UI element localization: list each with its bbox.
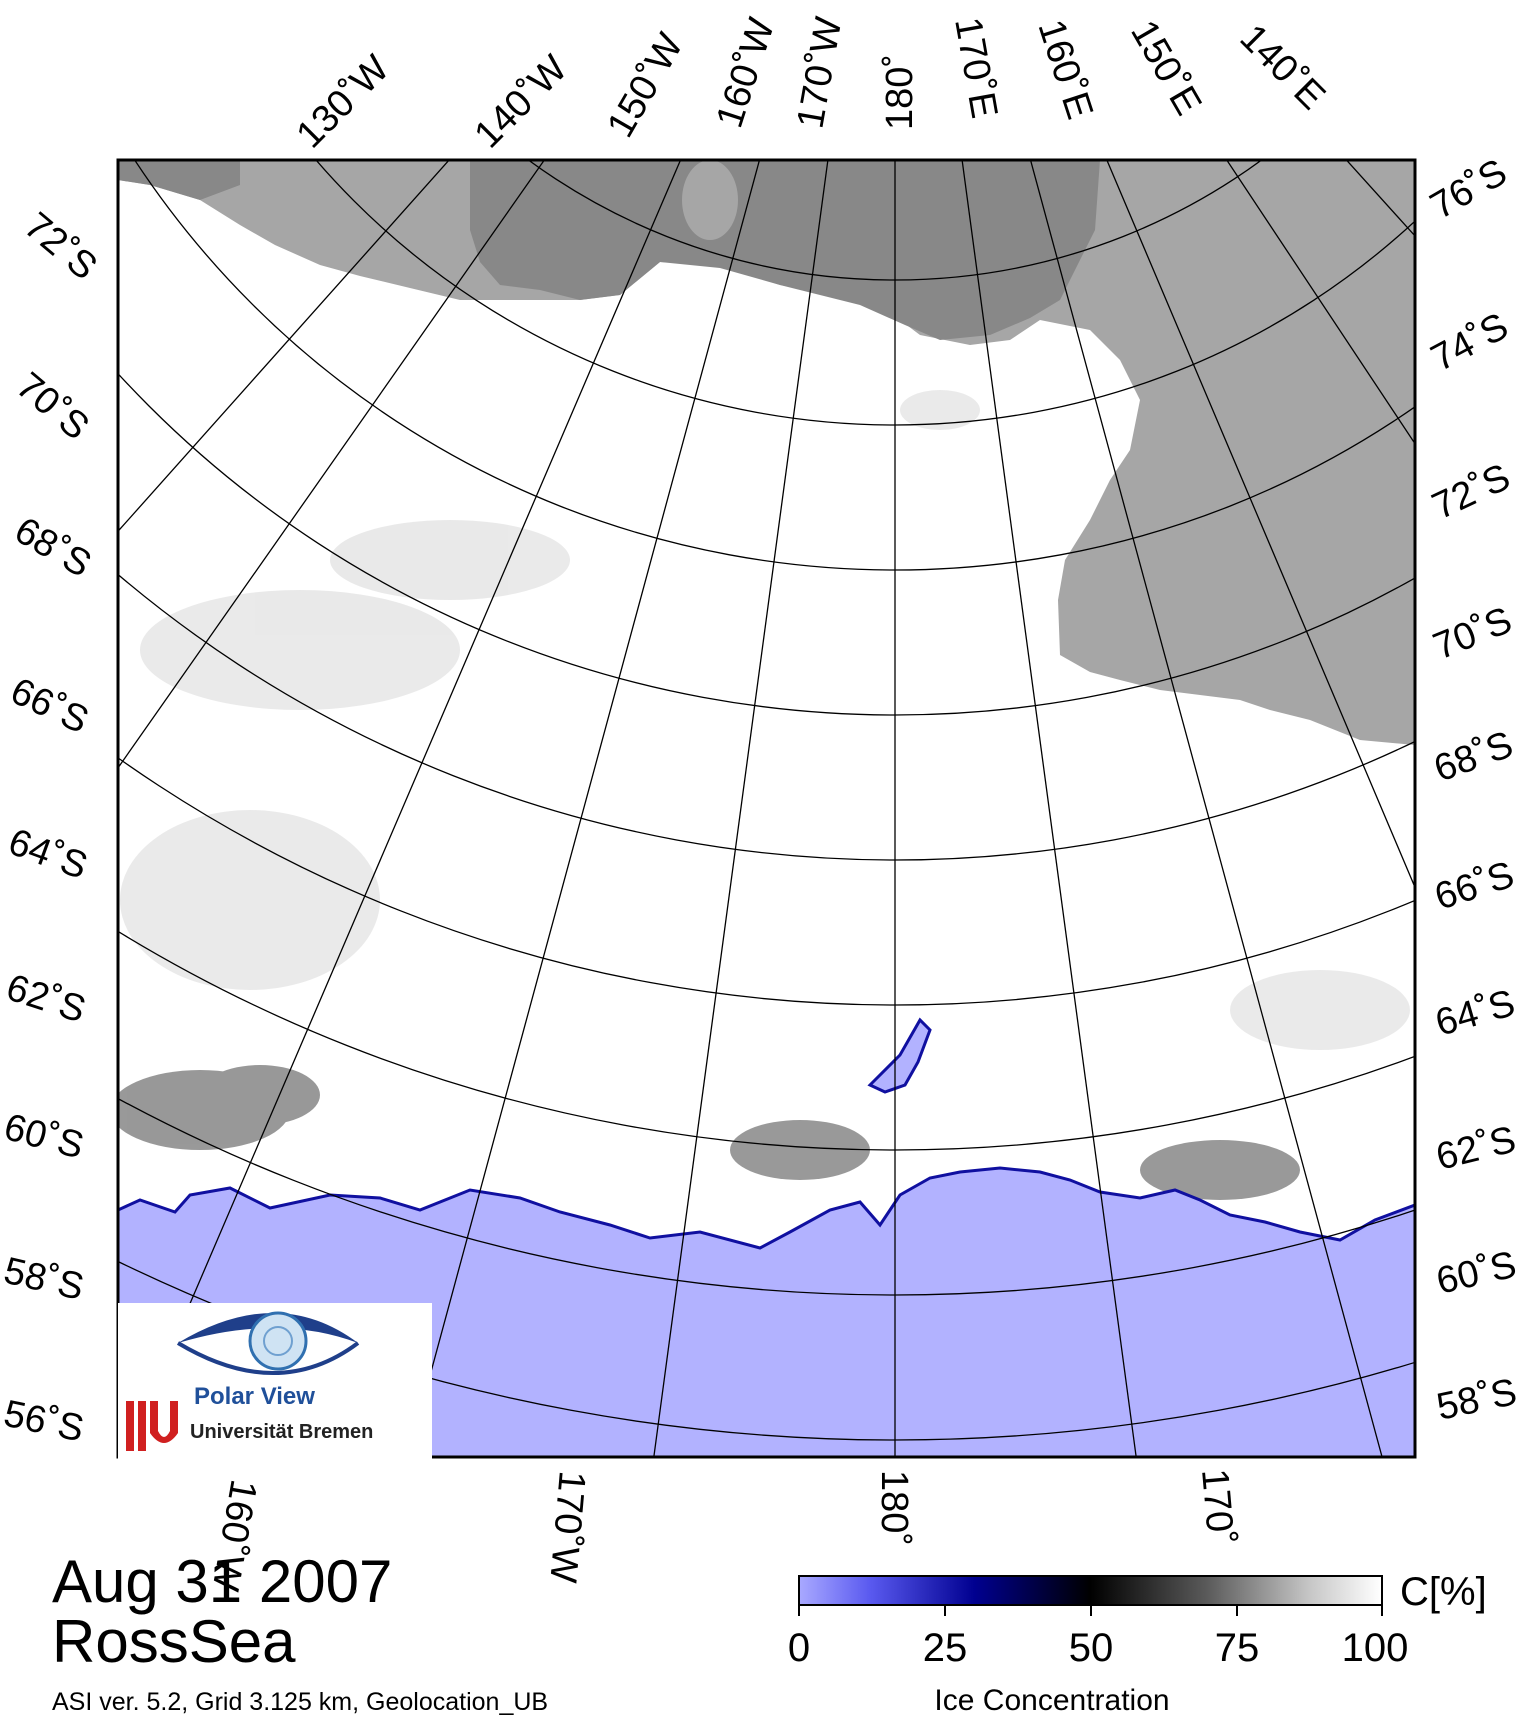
legend-tick-25	[944, 1606, 946, 1616]
logo-title: Polar View	[194, 1383, 315, 1410]
open-ocean	[118, 1166, 1415, 1457]
legend-tick-75	[1236, 1606, 1238, 1616]
lon-label-170e: 170˚E	[946, 14, 1005, 121]
lat-label-60s-r: 60˚S	[1433, 1244, 1521, 1303]
lat-label-76s-r: 76˚S	[1424, 151, 1515, 228]
lon-label-150e: 150˚E	[1122, 14, 1209, 123]
ice-edge-dark	[118, 1065, 1300, 1200]
lon-label-180-bottom: 180˚	[873, 1470, 915, 1546]
map-date: Aug 31 2007	[52, 1548, 393, 1615]
lat-label-68s: 68˚S	[8, 509, 99, 586]
legend-tick-label-25: 25	[922, 1626, 968, 1670]
eye-globe-icon	[126, 1311, 360, 1451]
ice-shelf-west	[118, 160, 240, 200]
lat-label-64s: 64˚S	[3, 821, 93, 888]
graticule-meridians	[118, 160, 1415, 1457]
lat-label-72s: 72˚S	[16, 205, 104, 289]
lon-label-180-top: 180˚	[879, 54, 921, 130]
map-frame	[116, 158, 1417, 1459]
lat-label-60s: 60˚S	[0, 1106, 88, 1167]
lon-label-170-bottom: 170˚	[1193, 1467, 1241, 1546]
island	[682, 160, 738, 240]
polynya	[867, 1017, 932, 1094]
polar-view-logo: Polar View Universität Bremen	[118, 1303, 432, 1461]
legend-tick-label-50: 50	[1068, 1626, 1114, 1670]
legend-tick-50	[1090, 1606, 1092, 1616]
legend-tick-label-0: 0	[787, 1626, 811, 1670]
map-metadata: ASI ver. 5.2, Grid 3.125 km, Geolocation…	[52, 1688, 549, 1716]
lat-label-70s: 70˚S	[8, 365, 96, 449]
lat-label-70s-r: 70˚S	[1428, 599, 1518, 668]
legend-unit: C[%]	[1400, 1570, 1487, 1614]
lon-label-130w: 130˚W	[289, 47, 398, 156]
lon-label-160w: 160˚W	[709, 13, 784, 133]
ross-ice-shelf	[470, 160, 1100, 340]
lat-label-62s-r: 62˚S	[1432, 1119, 1520, 1179]
lon-label-140e: 140˚E	[1232, 17, 1333, 118]
lat-label-62s: 62˚S	[1, 967, 90, 1032]
lon-labels-top: 130˚W 140˚W 150˚W 160˚W 170˚W 180˚ 170˚E…	[289, 13, 1333, 156]
lon-label-140w: 140˚W	[467, 47, 576, 156]
map-region: RossSea	[52, 1608, 296, 1675]
logo-institution: Universität Bremen	[190, 1421, 374, 1443]
legend-tick-label-75: 75	[1214, 1626, 1260, 1670]
lat-label-56s: 56˚S	[0, 1393, 87, 1451]
lat-label-58s-r: 58˚S	[1433, 1371, 1520, 1429]
lon-label-160e: 160˚E	[1029, 15, 1100, 124]
lat-labels-right: 76˚S 74˚S 72˚S 70˚S 68˚S 66˚S 64˚S 62˚S …	[1424, 151, 1521, 1429]
lon-label-170w: 170˚W	[790, 14, 851, 132]
lat-label-66s-r: 66˚S	[1430, 854, 1519, 919]
lat-label-64s-r: 64˚S	[1431, 982, 1520, 1045]
legend-tick-label-100: 100	[1341, 1626, 1409, 1670]
lat-label-68s-r: 68˚S	[1429, 724, 1519, 791]
lon-label-150w: 150˚W	[599, 26, 691, 144]
legend-tick-0	[798, 1606, 800, 1616]
legend-title: Ice Concentration	[934, 1684, 1170, 1717]
color-scale-bar	[798, 1575, 1383, 1606]
lat-label-66s: 66˚S	[4, 670, 95, 742]
ice-texture	[120, 390, 1410, 1050]
legend-tick-100	[1381, 1606, 1383, 1616]
lat-label-72s-r: 72˚S	[1426, 456, 1517, 528]
lon-label-170w-bottom: 170˚W	[541, 1469, 593, 1584]
lat-label-74s-r: 74˚S	[1425, 305, 1516, 380]
land-antarctica	[118, 160, 1415, 745]
lat-label-58s: 58˚S	[0, 1250, 88, 1309]
lat-labels-left: 72˚S 70˚S 68˚S 66˚S 64˚S 62˚S 60˚S 58˚S …	[0, 205, 105, 1451]
